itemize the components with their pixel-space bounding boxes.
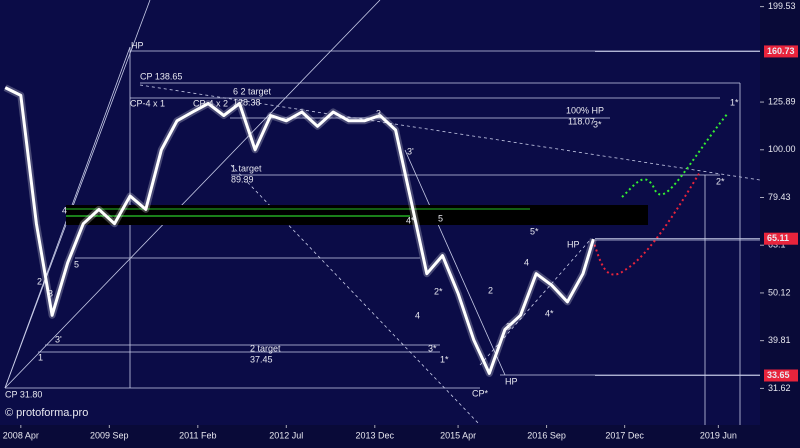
level-label: 160.73	[767, 46, 795, 56]
annotation: 3	[48, 288, 53, 298]
trend-line	[404, 149, 506, 376]
annotation: CP 138.65	[140, 71, 182, 81]
annotation: 1*	[440, 354, 449, 364]
red-projection	[592, 171, 701, 276]
x-tick-label: 2019 Jun	[700, 430, 737, 440]
annotation: 118.07	[568, 116, 595, 126]
y-axis-panel	[760, 0, 800, 425]
fan-line	[4, 0, 381, 389]
x-tick-label: 2017 Dec	[605, 430, 644, 440]
annotation: 4	[524, 257, 529, 267]
x-tick-label: 2011 Feb	[179, 430, 216, 440]
annotation: 4*	[545, 308, 554, 318]
x-axis-panel	[0, 425, 800, 448]
annotation: 1*	[730, 97, 739, 107]
annotation: 5*	[530, 226, 539, 236]
level-label: 33.65	[767, 370, 790, 380]
level-badge	[764, 369, 798, 382]
annotation: HP	[567, 239, 580, 249]
annotation: 5	[74, 259, 79, 269]
annotation: CP*	[472, 388, 489, 398]
x-tick-label: 2012 Jul	[269, 430, 303, 440]
annotation: 37.45	[250, 354, 273, 364]
annotation: 3	[506, 321, 511, 331]
annotation: 1 target	[231, 163, 262, 173]
x-tick-label: 2008 Apr	[3, 430, 39, 440]
annotation: 6 2 target	[233, 86, 272, 96]
level-badge	[764, 232, 798, 245]
annotations: HP CP 138.65 CP-4 x 1 CP-4 x 2 6 2 targe…	[5, 40, 739, 419]
x-tick-label: 2016 Sep	[527, 430, 566, 440]
dashed-trend	[139, 84, 761, 181]
green-projection	[621, 112, 729, 198]
y-tick-label: 125.89	[768, 96, 796, 106]
y-tick-label: 50.12	[768, 287, 791, 297]
annotation: 4	[62, 205, 67, 215]
annotation: 4*	[406, 215, 415, 225]
annotation: 2	[37, 276, 42, 286]
annotation: 4	[415, 310, 420, 320]
y-tick-label: 79.43	[768, 192, 791, 202]
x-tick-label: 2013 Dec	[356, 430, 395, 440]
annotation: 5	[438, 213, 443, 223]
annotation: 3'	[55, 334, 62, 344]
annotation: 100% HP	[566, 105, 604, 115]
y-tick-label: 199.53	[768, 1, 796, 11]
annotation: 2*	[716, 176, 725, 186]
annotation: 3*	[428, 343, 437, 353]
annotation: 89.39	[231, 174, 254, 184]
annotation: 2 target	[250, 343, 281, 353]
annotation: 1	[38, 352, 43, 362]
drawings	[4, 0, 761, 426]
y-tick-label: 100.00	[768, 144, 796, 154]
annotation: HP	[131, 40, 144, 50]
zone	[66, 205, 648, 225]
annotation: CP-4 x 2	[193, 98, 228, 108]
y-tick-label: 31.62	[768, 383, 791, 393]
annotation: 3*	[593, 119, 602, 129]
annotation: HP	[505, 376, 518, 386]
annotation: 3'	[407, 146, 414, 156]
watermark: © protoforma.pro	[5, 407, 88, 419]
level-label: 65.11	[767, 233, 789, 243]
annotation: 128.38	[233, 97, 261, 107]
annotation: CP 31.80	[5, 389, 42, 399]
annotation: 2*	[434, 286, 443, 296]
level-badge	[764, 45, 798, 58]
annotation: 3	[376, 108, 381, 118]
price-line	[4, 86, 595, 375]
fan-line	[4, 0, 151, 389]
dashed-trend	[479, 239, 591, 366]
x-tick-label: 2009 Sep	[90, 430, 129, 440]
y-tick-label: 39.81	[768, 335, 791, 345]
annotation: 2	[488, 285, 493, 295]
annotation: CP-4 x 1	[130, 98, 165, 108]
x-tick-label: 2015 Apr	[440, 430, 476, 440]
